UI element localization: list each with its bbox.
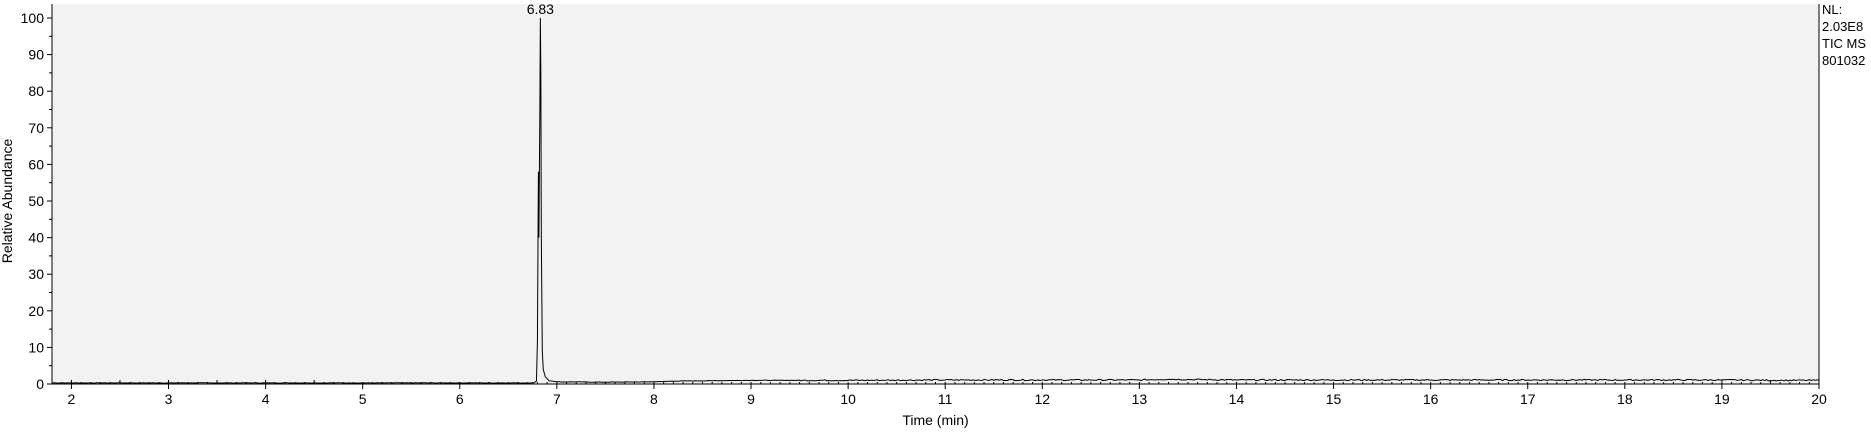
- x-tick-label: 18: [1617, 391, 1633, 407]
- x-tick-label: 6: [456, 391, 464, 407]
- y-tick-label: 70: [28, 120, 44, 136]
- x-tick-label: 13: [1132, 391, 1148, 407]
- x-tick-label: 8: [650, 391, 658, 407]
- info-line-scan: TIC MS: [1822, 36, 1866, 51]
- y-tick-label: 50: [28, 193, 44, 209]
- series-line: [51, 17, 1820, 384]
- info-line-nl: NL:: [1822, 2, 1842, 17]
- x-tick-label: 11: [938, 391, 953, 407]
- y-axis-label: Relative Abundance: [0, 139, 15, 264]
- x-tick-label: 5: [359, 391, 367, 407]
- x-tick-label: 2: [68, 391, 76, 407]
- y-tick-label: 20: [28, 303, 44, 319]
- info-box: NL: 2.03E8 TIC MS 801032: [1822, 2, 1866, 68]
- x-tick-label: 9: [747, 391, 755, 407]
- info-line-file: 801032: [1822, 53, 1865, 68]
- x-tick-label: 14: [1229, 391, 1245, 407]
- y-tick-label: 80: [28, 83, 44, 99]
- x-axis-label: Time (min): [902, 412, 968, 428]
- y-tick-label: 10: [28, 339, 44, 355]
- y-tick-label: 0: [36, 376, 44, 392]
- plot-area: [52, 4, 1819, 384]
- y-axis: 0 10 20 30 40 50 60 70 80 90 100: [21, 10, 52, 392]
- x-tick-label: 12: [1035, 391, 1051, 407]
- x-tick-label: 7: [553, 391, 561, 407]
- x-tick-label: 15: [1326, 391, 1342, 407]
- x-tick-label: 10: [840, 391, 856, 407]
- y-tick-label: 30: [28, 266, 44, 282]
- y-tick-label: 100: [21, 10, 45, 26]
- x-tick-label: 20: [1811, 391, 1827, 407]
- y-tick-label: 60: [28, 156, 44, 172]
- x-tick-label: 16: [1423, 391, 1439, 407]
- x-tick-label: 19: [1714, 391, 1730, 407]
- peak-annotations: 6.83: [527, 1, 554, 17]
- x-tick-label: 3: [165, 391, 173, 407]
- y-tick-label: 40: [28, 230, 44, 246]
- x-axis: 2 3 4 5 6 7 8 9 10 11 12 13 14 15 16 17 18 19 20: [68, 384, 1827, 407]
- peak-label: 6.83: [527, 1, 554, 17]
- y-tick-label: 90: [28, 47, 44, 63]
- x-tick-label: 17: [1520, 391, 1536, 407]
- x-tick-label: 4: [262, 391, 270, 407]
- info-line-value: 2.03E8: [1822, 19, 1863, 34]
